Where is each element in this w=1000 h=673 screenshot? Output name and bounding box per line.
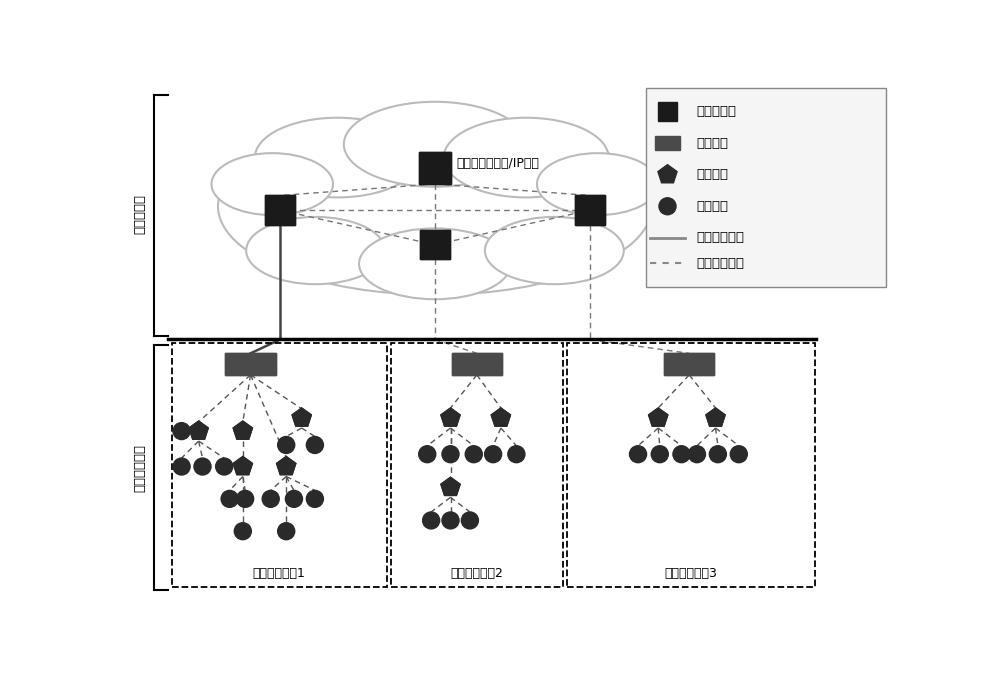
Polygon shape bbox=[292, 408, 311, 426]
Ellipse shape bbox=[218, 118, 652, 295]
Text: 主控计算机: 主控计算机 bbox=[696, 105, 736, 118]
Polygon shape bbox=[277, 456, 296, 474]
Polygon shape bbox=[233, 456, 252, 474]
Polygon shape bbox=[441, 477, 460, 495]
Bar bbox=[452, 353, 502, 375]
Circle shape bbox=[285, 491, 302, 507]
Bar bbox=[420, 230, 450, 259]
Circle shape bbox=[442, 446, 459, 462]
Circle shape bbox=[709, 446, 726, 462]
Bar bbox=[646, 88, 886, 287]
Ellipse shape bbox=[485, 217, 624, 284]
Circle shape bbox=[306, 491, 323, 507]
Polygon shape bbox=[189, 421, 208, 439]
Text: 有线通信线路: 有线通信线路 bbox=[696, 232, 744, 244]
Circle shape bbox=[461, 512, 478, 529]
Circle shape bbox=[442, 512, 459, 529]
Polygon shape bbox=[277, 456, 296, 474]
Bar bbox=[567, 343, 815, 588]
Bar bbox=[265, 195, 295, 225]
Text: 路由设备: 路由设备 bbox=[696, 168, 728, 181]
Circle shape bbox=[262, 491, 279, 507]
Bar bbox=[420, 230, 450, 259]
Bar bbox=[225, 353, 276, 375]
Bar bbox=[655, 136, 680, 150]
Circle shape bbox=[485, 446, 502, 462]
Polygon shape bbox=[441, 477, 460, 495]
Circle shape bbox=[173, 423, 190, 439]
Ellipse shape bbox=[246, 217, 385, 284]
Circle shape bbox=[630, 446, 647, 462]
Text: 工业现场网络: 工业现场网络 bbox=[133, 444, 146, 492]
Bar bbox=[575, 195, 605, 225]
Circle shape bbox=[278, 523, 295, 540]
Polygon shape bbox=[649, 408, 668, 426]
Circle shape bbox=[508, 446, 525, 462]
Circle shape bbox=[659, 198, 676, 215]
Circle shape bbox=[216, 458, 233, 475]
Bar bbox=[575, 195, 605, 225]
Circle shape bbox=[306, 437, 323, 454]
Polygon shape bbox=[233, 421, 252, 439]
Polygon shape bbox=[706, 408, 725, 426]
Circle shape bbox=[221, 491, 238, 507]
Polygon shape bbox=[233, 421, 252, 439]
Ellipse shape bbox=[444, 118, 609, 197]
Bar bbox=[391, 343, 563, 588]
Bar bbox=[658, 102, 677, 120]
Polygon shape bbox=[441, 408, 460, 426]
Circle shape bbox=[278, 437, 295, 454]
Ellipse shape bbox=[211, 153, 333, 215]
Ellipse shape bbox=[359, 228, 511, 299]
Polygon shape bbox=[233, 456, 252, 474]
Text: 工厂间无线网络/IP网络: 工厂间无线网络/IP网络 bbox=[457, 157, 540, 170]
Circle shape bbox=[651, 446, 668, 462]
Circle shape bbox=[673, 446, 690, 462]
Circle shape bbox=[173, 458, 190, 475]
Polygon shape bbox=[292, 408, 311, 426]
Polygon shape bbox=[706, 408, 725, 426]
Bar bbox=[664, 353, 714, 375]
Circle shape bbox=[730, 446, 747, 462]
Polygon shape bbox=[658, 165, 677, 183]
Text: 工业无线网络2: 工业无线网络2 bbox=[450, 567, 503, 580]
Text: 工业无线网络1: 工业无线网络1 bbox=[253, 567, 306, 580]
Polygon shape bbox=[441, 408, 460, 426]
Circle shape bbox=[419, 446, 436, 462]
Bar bbox=[419, 151, 451, 184]
Ellipse shape bbox=[537, 153, 659, 215]
Text: 无线通信线路: 无线通信线路 bbox=[696, 257, 744, 270]
Bar bbox=[452, 353, 502, 375]
Bar bbox=[265, 195, 295, 225]
Text: 工业无线网络3: 工业无线网络3 bbox=[664, 567, 717, 580]
Ellipse shape bbox=[344, 102, 526, 187]
Polygon shape bbox=[491, 408, 510, 426]
Polygon shape bbox=[491, 408, 510, 426]
Bar bbox=[225, 353, 276, 375]
Circle shape bbox=[194, 458, 211, 475]
Polygon shape bbox=[189, 421, 208, 439]
Ellipse shape bbox=[255, 118, 420, 197]
Bar bbox=[419, 151, 451, 184]
Circle shape bbox=[465, 446, 482, 462]
Circle shape bbox=[688, 446, 705, 462]
Text: 网关设备: 网关设备 bbox=[696, 137, 728, 149]
Circle shape bbox=[234, 523, 251, 540]
Text: 工厂间网络: 工厂间网络 bbox=[133, 194, 146, 234]
Polygon shape bbox=[649, 408, 668, 426]
Circle shape bbox=[423, 512, 440, 529]
Bar bbox=[664, 353, 714, 375]
Circle shape bbox=[237, 491, 254, 507]
Text: 现场设备: 现场设备 bbox=[696, 200, 728, 213]
Bar bbox=[172, 343, 387, 588]
